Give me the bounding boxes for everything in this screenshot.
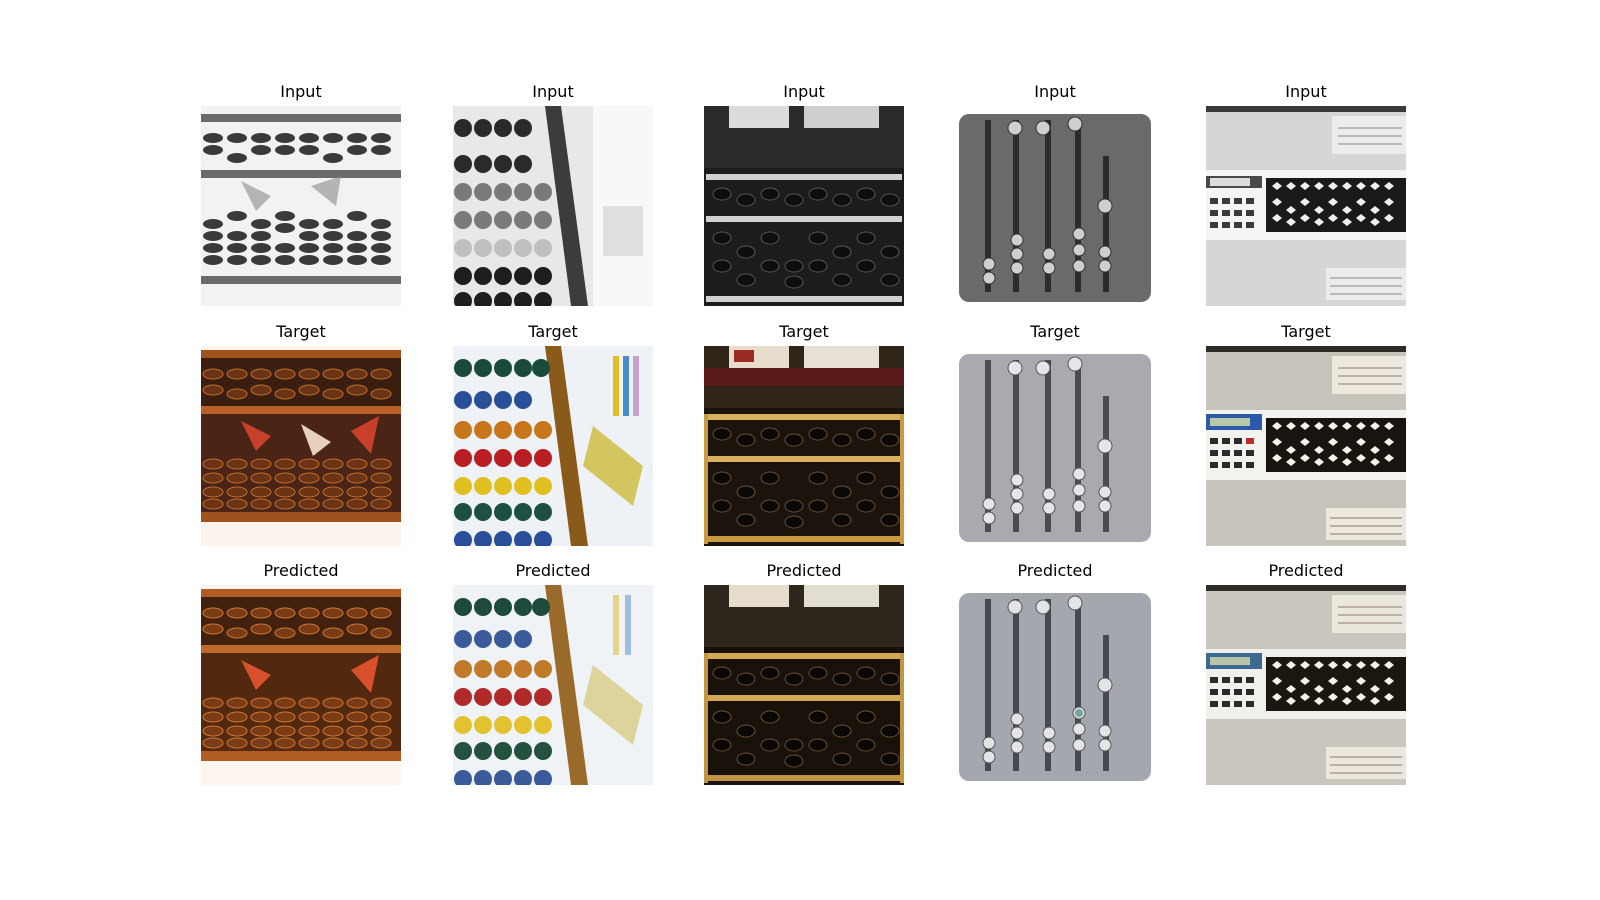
abacus-image-input-3 [704,106,904,306]
abacus-image-predicted-5 [1206,585,1406,785]
panel-title: Predicted [1268,561,1344,580]
abacus-image-target-3 [704,346,904,546]
abacus-image-predicted-3 [704,585,904,785]
panel-title: Predicted [263,561,339,580]
panel-title: Input [280,82,322,101]
panel-title: Predicted [1017,561,1093,580]
panel-title: Target [779,322,829,341]
abacus-image-input-4 [955,106,1155,306]
abacus-image-target-1 [201,346,401,546]
abacus-image-input-1 [201,106,401,306]
panel-title: Target [276,322,326,341]
panel-title: Input [1034,82,1076,101]
abacus-image-predicted-1 [201,585,401,785]
abacus-image-input-5 [1206,106,1406,306]
abacus-image-predicted-2 [453,585,653,785]
abacus-image-predicted-4 [955,585,1155,785]
panel-title: Input [783,82,825,101]
panel-title: Input [1285,82,1327,101]
abacus-image-target-2 [453,346,653,546]
abacus-image-target-5 [1206,346,1406,546]
panel-title: Predicted [766,561,842,580]
abacus-image-target-4 [955,346,1155,546]
panel-title: Target [1281,322,1331,341]
panel-title: Target [1030,322,1080,341]
abacus-image-input-2 [453,106,653,306]
panel-title: Predicted [515,561,591,580]
panel-title: Target [528,322,578,341]
panel-title: Input [532,82,574,101]
